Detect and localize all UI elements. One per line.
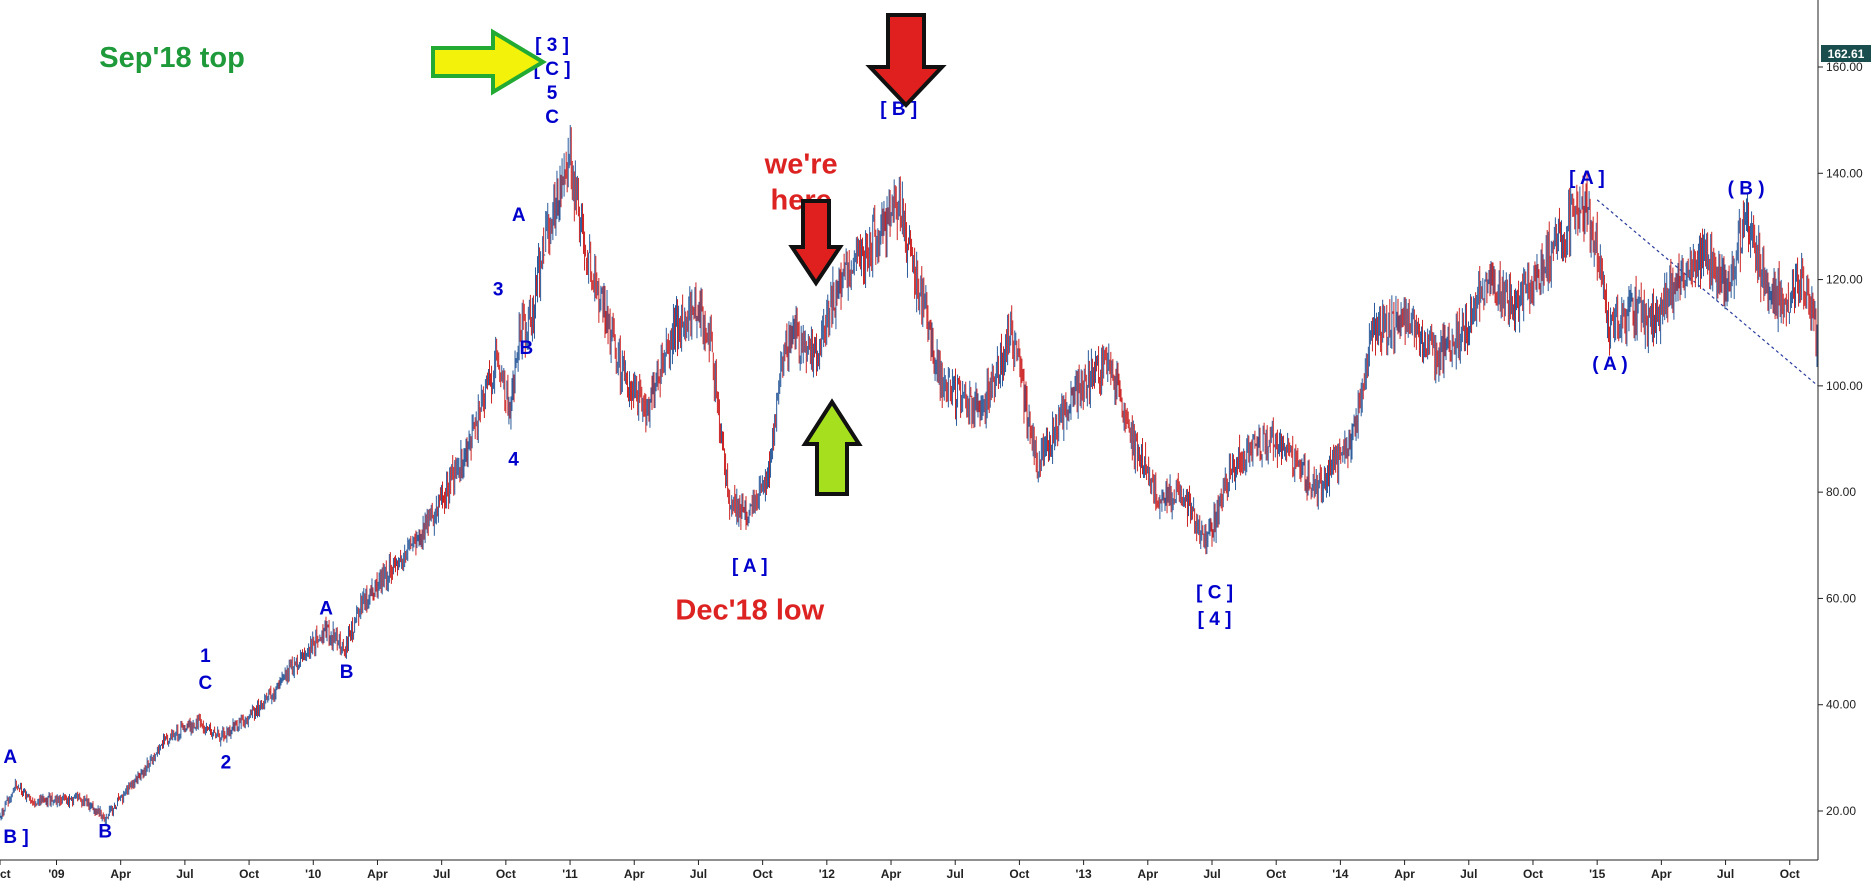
y-tick-label: 100.00 — [1826, 379, 1863, 393]
wave-label: C — [199, 673, 213, 694]
x-tick-label: Jul — [176, 867, 193, 881]
wave-label: [ 4 ] — [1198, 609, 1232, 630]
wave-label: A — [319, 598, 333, 619]
y-tick-label: 80.00 — [1826, 485, 1856, 499]
we-are-here-arrow — [788, 199, 844, 287]
y-tick-label: 40.00 — [1826, 698, 1856, 712]
last-price-badge-bg — [1821, 45, 1871, 62]
x-tick-label: Apr — [367, 867, 388, 881]
wave-label: [ C ] — [1196, 582, 1233, 603]
wave-label: 1 — [200, 646, 211, 667]
wave-label: ( B ) — [1728, 179, 1765, 200]
x-tick-label: Apr — [624, 867, 645, 881]
x-tick-label: Jul — [1460, 867, 1477, 881]
wave-label: A — [3, 747, 17, 768]
x-tick-label: Jul — [433, 867, 450, 881]
wave-label: 4 — [508, 450, 519, 471]
last-price-badge: 162.61 — [1821, 45, 1871, 62]
wave-label: B — [340, 662, 354, 683]
y-tick-label: 160.00 — [1826, 60, 1863, 74]
y-tick-labels: 20.00 40.00 60.00 80.00 100.00 120.00 140.00 16… — [1818, 60, 1863, 818]
wave-label: B — [98, 822, 112, 843]
wave-label: C — [545, 107, 559, 128]
x-tick-label: Jul — [1203, 867, 1220, 881]
x-tick-label: Oct — [239, 867, 259, 881]
x-tick-label: ct — [0, 867, 11, 881]
wave-label: ( A ) — [1592, 354, 1628, 375]
x-tick-label: Jul — [947, 867, 964, 881]
x-tick-label: '10 — [305, 867, 322, 881]
wave-label: [ A ] — [732, 556, 768, 577]
x-tick-labels: ct '09 Apr Jul Oct '10 Apr Jul Oct '11 Apr Jul Oct '1… — [0, 860, 1800, 881]
trendline-layer — [1596, 199, 1819, 387]
annotation-we-are-here-line: we're — [764, 148, 838, 180]
y-tick-label: 20.00 — [1826, 804, 1856, 818]
y-tick-label: 120.00 — [1826, 273, 1863, 287]
x-tick-label: '15 — [1589, 867, 1606, 881]
x-tick-label: Apr — [110, 867, 131, 881]
x-tick-label: Apr — [1137, 867, 1158, 881]
x-tick-label: Oct — [753, 867, 773, 881]
sep18-arrow — [431, 28, 547, 96]
wave-label: 2 — [221, 752, 232, 773]
last-price-label: 162.61 — [1828, 47, 1865, 61]
wave-label: [ B ] — [0, 827, 29, 848]
x-tick-label: Oct — [1780, 867, 1800, 881]
axes-layer — [0, 0, 1819, 861]
x-tick-label: Apr — [1394, 867, 1415, 881]
ohlc-bars-layer — [0, 125, 1819, 825]
x-tick-label: Jul — [690, 867, 707, 881]
wave-label: 5 — [547, 83, 558, 104]
wave-label: A — [512, 205, 526, 226]
wave-label: [ B ] — [880, 99, 917, 120]
x-tick-label: Jul — [1717, 867, 1734, 881]
x-tick-label: Oct — [1523, 867, 1543, 881]
x-tick-label: Apr — [1651, 867, 1672, 881]
x-tick-label: Oct — [496, 867, 516, 881]
x-tick-label: '14 — [1332, 867, 1349, 881]
x-tick-label: '11 — [562, 867, 578, 881]
x-tick-label: Apr — [881, 867, 902, 881]
wave-label: B — [520, 338, 534, 359]
wave-label: [ 3 ] — [535, 35, 569, 56]
wave-label: [ A ] — [1569, 168, 1605, 189]
x-tick-label: Oct — [1009, 867, 1029, 881]
wave-labels: A [ B ] B 1 C 2 A B 3 4 A B [ 3 ] [ C ] 5 C [ A ] [ B ] [ … — [0, 35, 1765, 848]
y-tick-label: 60.00 — [1826, 591, 1856, 605]
arrows — [431, 13, 947, 496]
x-tick-label: '12 — [819, 867, 836, 881]
x-tick-label: Oct — [1266, 867, 1286, 881]
x-tick-label: '13 — [1076, 867, 1093, 881]
trendline — [1596, 199, 1819, 387]
y-tick-label: 140.00 — [1826, 166, 1863, 180]
x-tick-label: '09 — [48, 867, 65, 881]
green-up-arrow — [801, 398, 863, 496]
annotation-sep18-top: Sep'18 top — [99, 42, 244, 74]
wave-label: 3 — [493, 280, 504, 301]
annotation-dec18-low: Dec'18 low — [675, 595, 824, 627]
b-top-arrow — [865, 13, 947, 108]
